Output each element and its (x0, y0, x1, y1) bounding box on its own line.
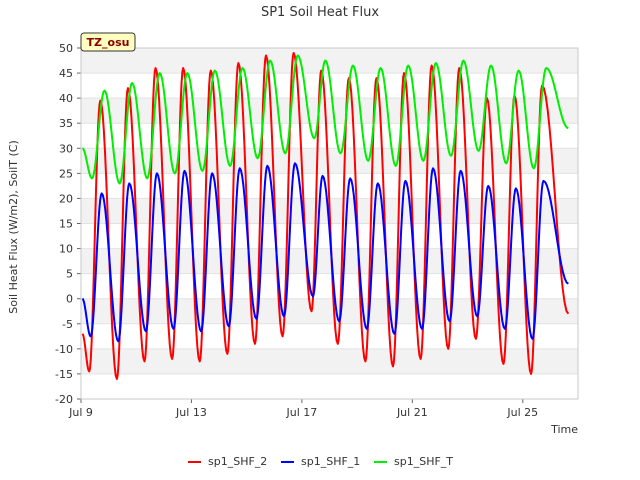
y-tick-label: 10 (59, 243, 73, 256)
plot-band (81, 348, 578, 374)
y-tick-label: 25 (59, 167, 73, 180)
chart-title: SP1 Soil Heat Flux (261, 5, 379, 20)
timezone-badge-label: TZ_osu (87, 36, 130, 49)
y-tick-label: -10 (55, 343, 73, 356)
x-axis-ticks: Jul 9 Jul 13 Jul 17 Jul 21 Jul 25 (68, 399, 538, 419)
plot-band (81, 248, 578, 274)
y-tick-label: 40 (59, 92, 73, 105)
y-tick-label: -5 (62, 318, 73, 331)
plot-band (81, 373, 578, 399)
x-tick-label: Jul 13 (175, 406, 207, 419)
plot-band (81, 48, 578, 74)
x-tick-label: Jul 9 (68, 406, 93, 419)
legend-label: sp1_SHF_T (394, 455, 453, 468)
x-tick-label: Jul 21 (396, 406, 428, 419)
plot-frame (80, 47, 579, 400)
y-axis-ticks: -20 -15 -10 -5 0 5 10 15 20 25 30 35 40 45 50 (55, 42, 81, 406)
plot-band (81, 123, 578, 149)
timezone-badge-box (80, 32, 136, 52)
y-axis-label: Soil Heat Flux (W/m2), SoilT (C) (7, 140, 20, 313)
y-tick-label: 45 (59, 67, 73, 80)
y-tick-label: 35 (59, 117, 73, 130)
plot-band (81, 98, 578, 124)
timezone-badge: TZ_osu (80, 32, 136, 52)
legend-label: sp1_SHF_2 (208, 455, 267, 468)
legend-label: sp1_SHF_1 (301, 455, 360, 468)
y-tick-label: 0 (66, 293, 73, 306)
series-line-sp1_SHF_1 (81, 162, 569, 343)
x-tick-label: Jul 25 (506, 406, 538, 419)
x-axis-label: Time (550, 423, 578, 436)
series-line-sp1_SHF_2 (81, 52, 570, 380)
plot-band (81, 148, 578, 174)
x-tick-label: Jul 17 (286, 406, 318, 419)
y-tick-label: 5 (66, 268, 73, 281)
plot-band (81, 273, 578, 299)
legend: sp1_SHF_2 sp1_SHF_1 sp1_SHF_T (188, 455, 453, 468)
y-tick-label: 15 (59, 218, 73, 231)
plot-band (81, 323, 578, 349)
y-tick-label: 20 (59, 192, 73, 205)
y-tick-label: 50 (59, 42, 73, 55)
plot-band (81, 298, 578, 324)
y-tick-label: -15 (55, 368, 73, 381)
series-line-sp1_SHF_T (81, 54, 569, 185)
y-tick-label: -20 (55, 393, 73, 406)
y-tick-label: 30 (59, 142, 73, 155)
series-lines (81, 52, 570, 380)
